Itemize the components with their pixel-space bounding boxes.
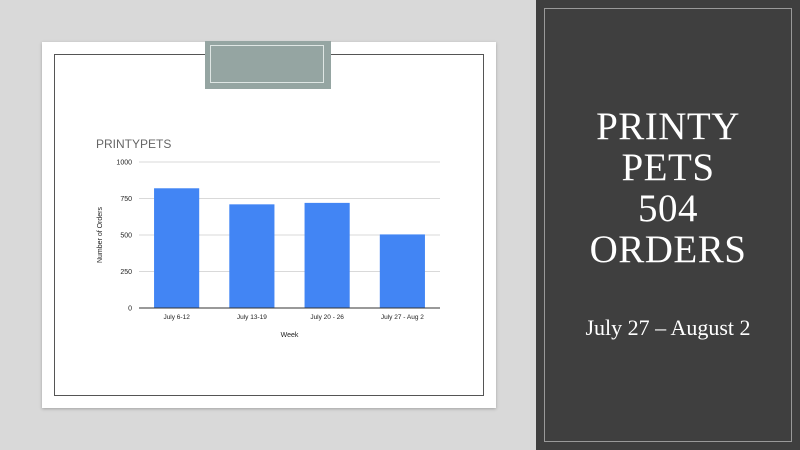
y-tick-labels: 0 250 500 750 1000	[116, 160, 132, 313]
title-panel-border	[544, 8, 792, 442]
y-tick-label: 500	[120, 233, 132, 240]
x-axis-label: Week	[281, 332, 299, 339]
bars	[154, 188, 425, 308]
bar	[229, 204, 275, 308]
x-tick-label: July 13-19	[237, 314, 267, 321]
y-tick-label: 0	[128, 306, 132, 313]
bar	[379, 234, 425, 308]
y-tick-label: 750	[120, 196, 132, 203]
title-line-3: 504	[638, 187, 698, 230]
x-tick-label: July 20 - 26	[310, 314, 344, 321]
y-axis-label: Number of Orders	[97, 206, 104, 263]
y-tick-label: 1000	[116, 160, 132, 167]
x-tick-label: July 6-12	[163, 314, 190, 321]
decorative-tab-border	[210, 45, 324, 83]
x-tick-label: July 27 - Aug 2	[381, 314, 424, 321]
title-panel: PRINTY PETS 504 ORDERS July 27 – August …	[536, 0, 800, 450]
title-line-1: PRINTY	[596, 105, 740, 148]
chart-title: PRINTYPETS	[96, 137, 171, 151]
decorative-tab	[205, 41, 331, 89]
slide-subtitle: July 27 – August 2	[585, 315, 751, 340]
slide-title: PRINTY PETS 504 ORDERS	[536, 106, 800, 270]
bar	[154, 188, 200, 308]
title-line-4: ORDERS	[589, 228, 747, 271]
bar	[304, 202, 350, 308]
title-line-2: PETS	[621, 146, 715, 189]
x-tick-labels: July 6-12 July 13-19 July 20 - 26 July 27 -…	[163, 314, 424, 321]
y-tick-label: 250	[120, 269, 132, 276]
